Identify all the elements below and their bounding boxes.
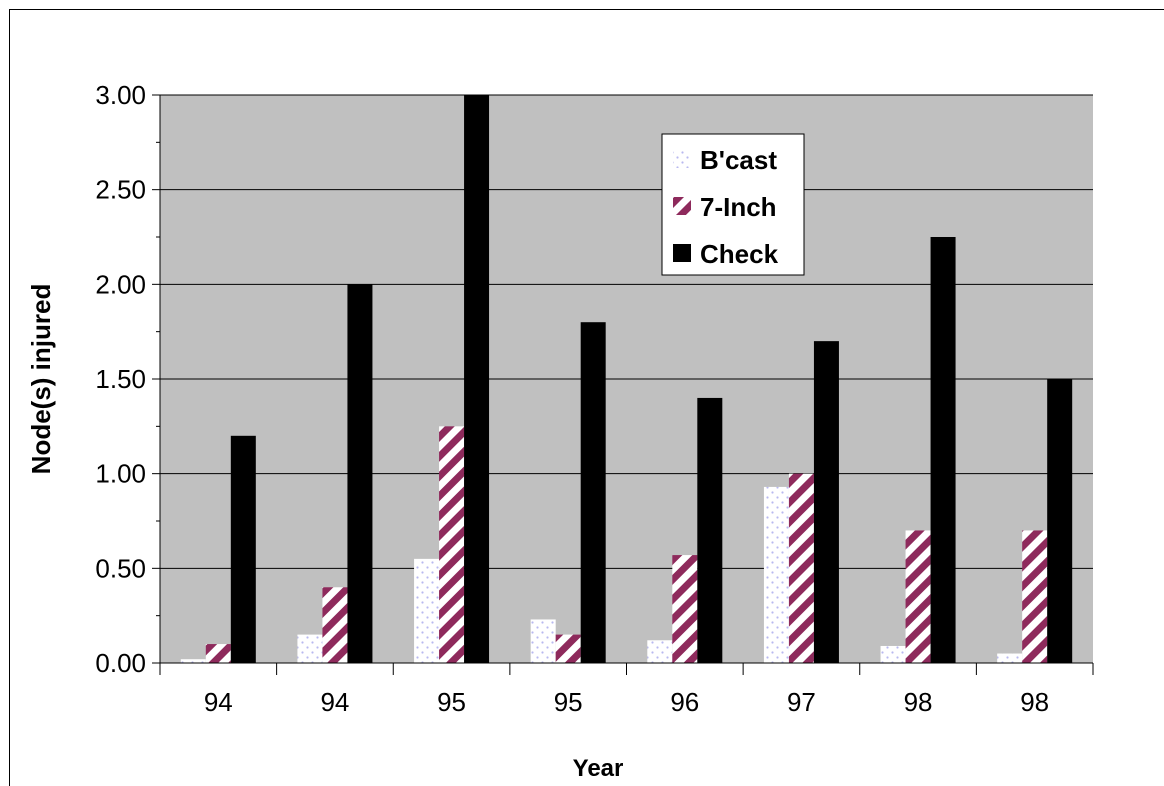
x-tick-label: 97: [787, 687, 816, 717]
bar-check: [464, 95, 490, 663]
y-tick-label: 1.50: [95, 364, 146, 394]
bar-bcast: [530, 619, 556, 663]
bar-bcast: [647, 640, 673, 663]
y-tick-label: 2.00: [95, 269, 146, 299]
x-tick-label: 98: [1020, 687, 1049, 717]
bar-bcast: [414, 558, 440, 663]
bar-check: [347, 284, 373, 663]
legend: B'cast 7-Inch Check: [661, 133, 805, 276]
legend-label-check: Check: [700, 239, 779, 269]
bar-7inch: [672, 555, 698, 663]
bar-7inch: [322, 587, 348, 663]
bar-check: [930, 237, 956, 663]
bar-7inch: [905, 530, 931, 663]
bar-bcast: [880, 645, 906, 663]
bar-bcast: [180, 659, 206, 663]
bar-7inch: [1022, 530, 1048, 663]
bar-7inch: [205, 644, 231, 663]
bar-check: [813, 341, 839, 663]
x-axis-label: Year: [573, 755, 624, 782]
bar-bcast: [297, 634, 323, 663]
legend-swatch-bcast: [673, 150, 691, 168]
x-tick-label: 94: [320, 687, 349, 717]
bar-check: [1047, 379, 1073, 663]
chart-frame: [9, 9, 1164, 786]
y-tick-label: 1.00: [95, 459, 146, 489]
legend-swatch-check: [673, 244, 691, 262]
bar-7inch: [439, 426, 465, 663]
x-tick-label: 94: [204, 687, 233, 717]
y-tick-label: 0.50: [95, 553, 146, 583]
bar-bcast: [763, 486, 789, 663]
bar-check: [580, 322, 606, 663]
x-tick-label: 98: [904, 687, 933, 717]
bar-check: [230, 435, 256, 663]
legend-label-bcast: B'cast: [700, 145, 777, 175]
bar-bcast: [997, 653, 1023, 663]
y-tick-label: 3.00: [95, 80, 146, 110]
legend-label-7inch: 7-Inch: [700, 192, 777, 222]
y-tick-label: 0.00: [95, 648, 146, 678]
bar-check: [697, 397, 723, 663]
bar-7inch: [555, 634, 581, 663]
x-tick-label: 96: [670, 687, 699, 717]
y-tick-label: 2.50: [95, 175, 146, 205]
y-axis-label: Node(s) injured: [26, 284, 56, 475]
x-tick-label: 95: [554, 687, 583, 717]
x-tick-label: 95: [437, 687, 466, 717]
bar-7inch: [788, 473, 814, 663]
legend-swatch-7inch: [673, 197, 691, 215]
